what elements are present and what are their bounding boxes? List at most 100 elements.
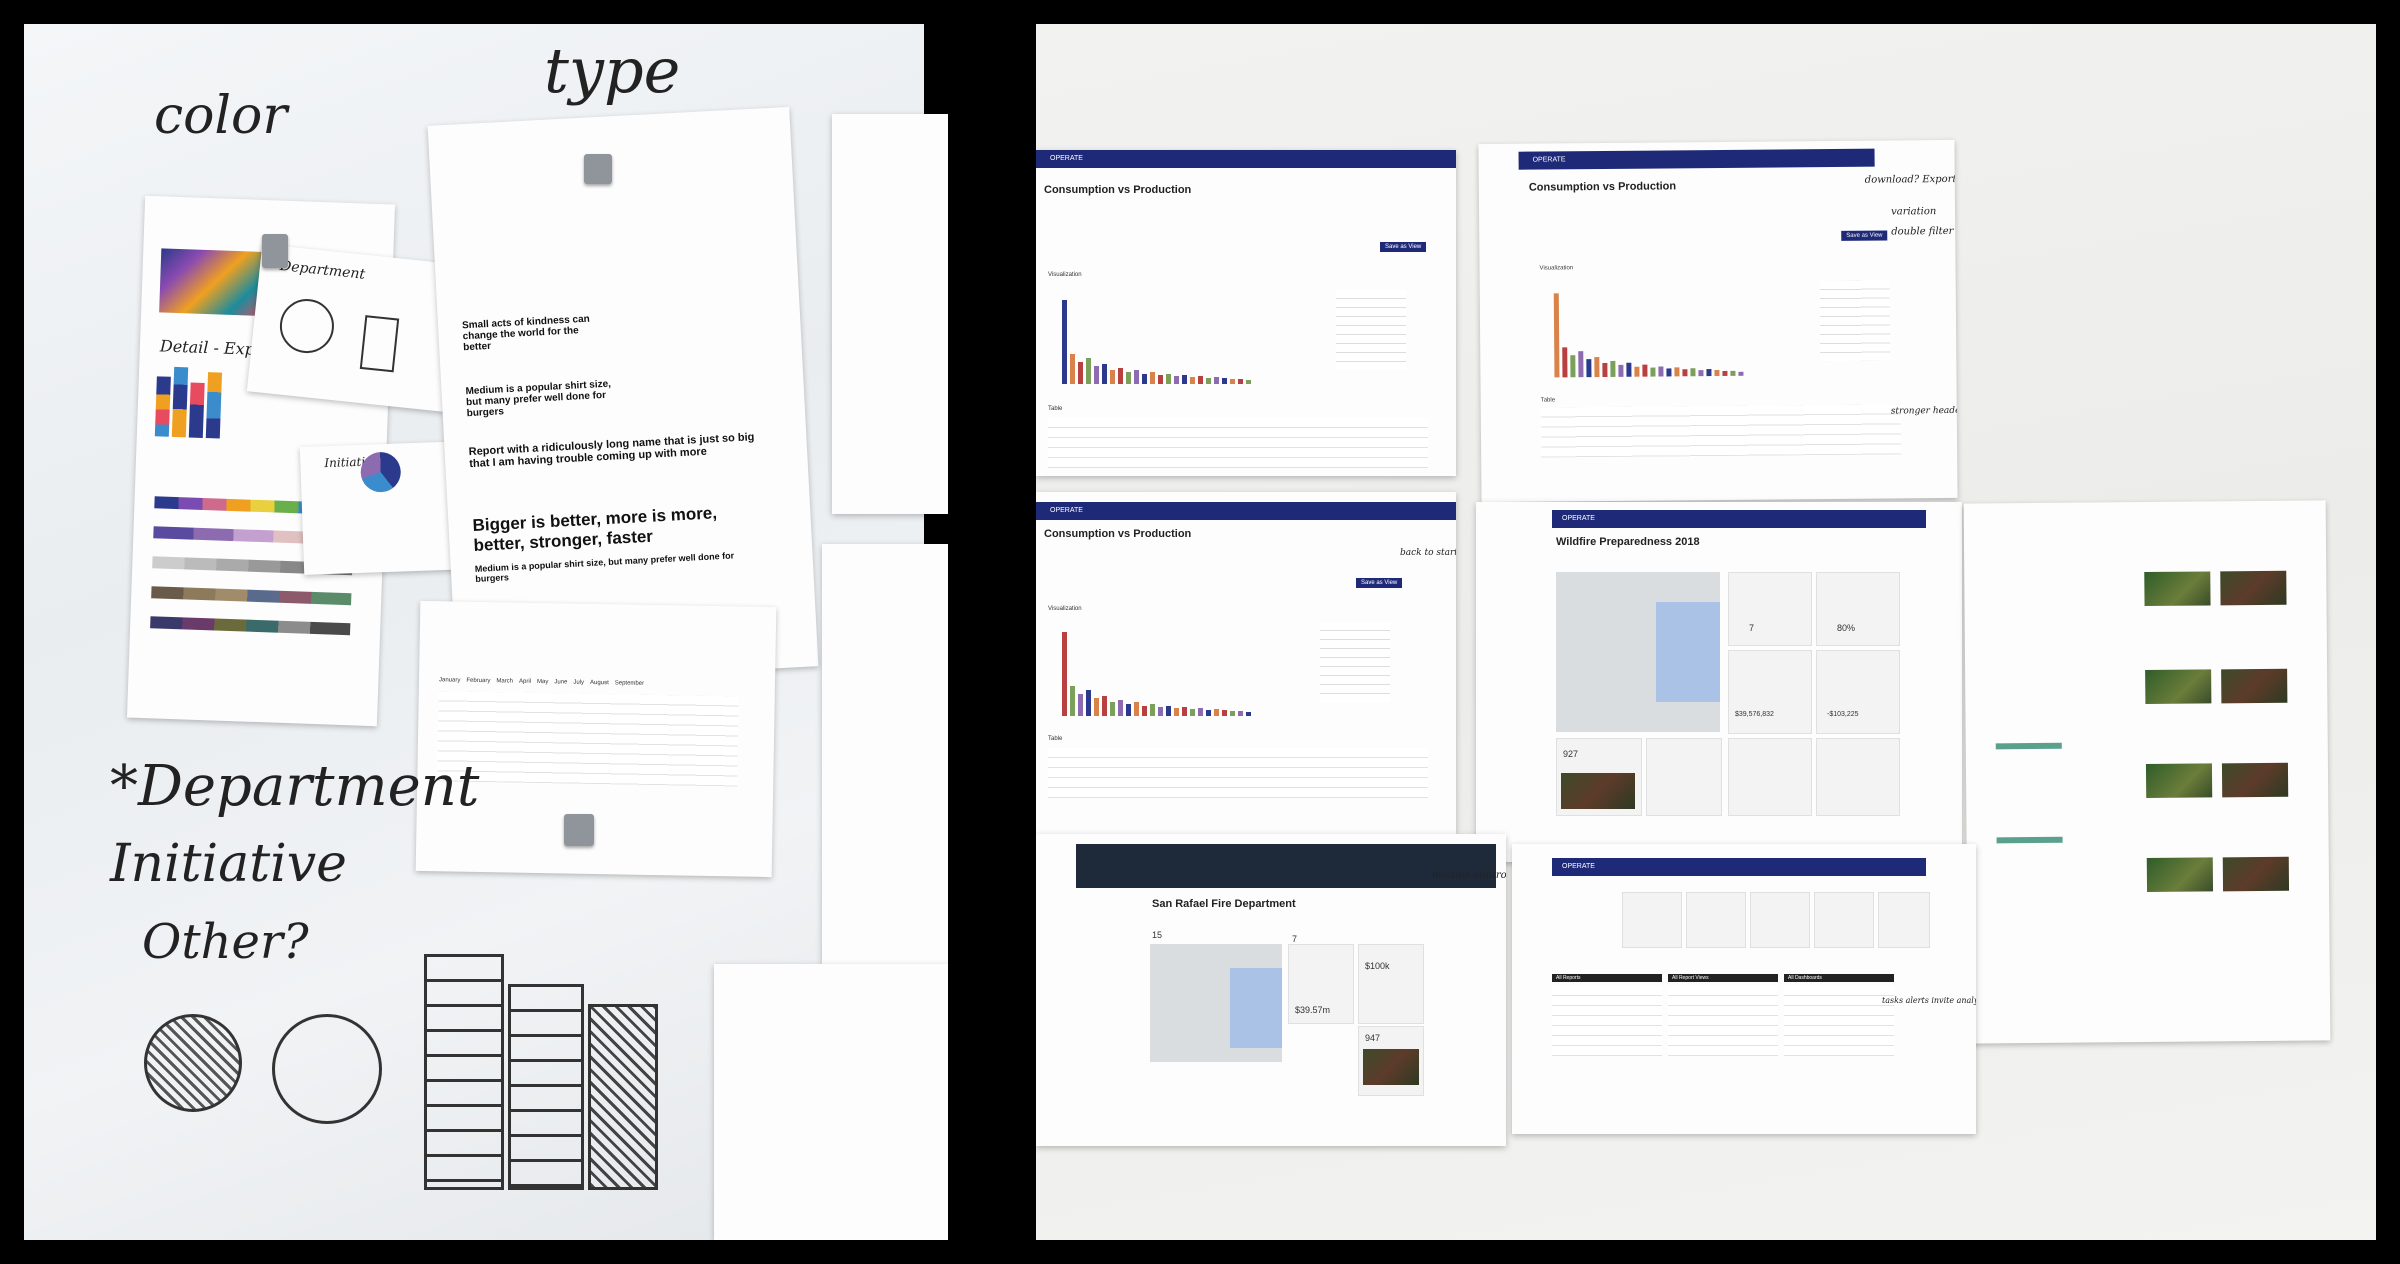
sheet4-tile-2: 80% <box>1816 572 1900 646</box>
sketch-box <box>359 315 400 373</box>
bar-mark <box>1142 374 1147 384</box>
sheet4-tile-7 <box>1728 738 1812 816</box>
bar-mark <box>1134 370 1139 384</box>
bar-mark <box>1230 711 1235 716</box>
bar-mark <box>1166 374 1171 384</box>
sheet4-tile-5: 927 <box>1556 738 1642 816</box>
bar-mark <box>1118 700 1123 716</box>
magnet-3 <box>564 814 594 846</box>
sheet7-col-b: All Report Views <box>1672 975 1709 981</box>
bar-mark <box>1690 368 1696 377</box>
table-col-7: July <box>573 679 585 686</box>
bar-mark <box>1738 371 1744 376</box>
sheet4-title: Wildfire Preparedness 2018 <box>1556 536 1700 548</box>
table-col-8: August <box>590 679 609 687</box>
grid-thumb-6 <box>2221 762 2289 798</box>
swatch-row-5 <box>150 616 351 636</box>
grid-thumb-4 <box>2221 668 2288 704</box>
bar-mark <box>1206 710 1211 716</box>
bar-mark <box>1682 369 1688 377</box>
bar-mark <box>1626 362 1632 377</box>
handwriting-tasks-alerts: tasks alerts invite analysis <box>1882 996 1976 1005</box>
table-col-3: March <box>496 678 514 685</box>
sketch-circle-filled <box>144 1014 242 1112</box>
sheet3-visualization-label: Visualization <box>1048 606 1082 612</box>
bar-mark <box>1174 708 1179 716</box>
sheet7-col-c-list <box>1784 986 1894 1056</box>
sketch-circle-outline <box>272 1014 382 1124</box>
sheet2-brand: OPERATE <box>1532 156 1566 164</box>
sheet7-col-a-head: All Reports <box>1552 974 1662 982</box>
handwriting-download-export: download? Export <box>1864 173 1957 186</box>
bar-mark <box>1618 364 1624 377</box>
table-header-row: January February March April May June Ju… <box>439 677 759 689</box>
sheet-wildfire: OPERATE Wildfire Preparedness 2018 7 80%… <box>1476 502 1962 862</box>
bar-mark <box>1698 370 1704 377</box>
sheet1-table-label: Table <box>1048 406 1063 412</box>
sheet7-card-4 <box>1814 892 1874 948</box>
type-heading-4: Bigger is better, more is more, better, … <box>472 503 718 556</box>
bar-mark <box>1166 706 1171 716</box>
sheet2-title: Consumption vs Production <box>1528 180 1677 194</box>
bar-mark <box>1230 379 1235 384</box>
sheet3-save-button[interactable]: Save as View <box>1356 578 1403 588</box>
bar-mark <box>1214 709 1219 716</box>
bar-mark <box>1674 367 1680 377</box>
data-table-sheet: January February March April May June Ju… <box>415 600 777 878</box>
sheet7-col-a: All Reports <box>1556 975 1581 981</box>
bar-mark <box>1650 367 1656 377</box>
bar-mark <box>1134 702 1139 716</box>
edge-sheet-3 <box>714 964 948 1240</box>
type-heading-2: Medium is a popular shirt size, but many… <box>465 378 612 420</box>
palette-artwork <box>159 248 272 317</box>
bar-mark <box>1110 370 1115 384</box>
handwriting-double-filter: double filter <box>1891 225 1954 238</box>
handwriting-department-top: Department <box>279 257 366 283</box>
department-sketch-note: Department <box>246 243 462 413</box>
bar-mark <box>1570 355 1576 378</box>
table-col-5: May <box>536 678 549 686</box>
bar-mark <box>1078 362 1083 384</box>
sheet1-save-button[interactable]: Save as View <box>1380 242 1427 252</box>
bar-mark <box>1118 368 1123 384</box>
glass-whiteboard: color type Detail - Explore Department <box>24 24 948 1240</box>
sheet2-save-button[interactable]: Save as View <box>1841 230 1888 241</box>
bar-mark <box>1086 690 1091 716</box>
sheet7-col-c-head: All Dashboards <box>1784 974 1894 982</box>
sheet6-tile-2: $100k <box>1358 944 1424 1024</box>
bar-mark <box>1070 686 1075 716</box>
table-col-6: June <box>554 679 568 686</box>
bar-mark <box>1190 377 1195 384</box>
sheet1-brand: OPERATE <box>1050 155 1083 162</box>
sketch-stack-2 <box>508 984 584 1190</box>
bar-mark <box>1198 376 1203 384</box>
handwriting-big-department: *Department <box>110 754 480 819</box>
sheet6-title: San Rafael Fire Department <box>1152 898 1296 910</box>
bar-mark <box>1658 366 1664 377</box>
sheet7-card-1 <box>1622 892 1682 948</box>
sheet1-navbar: OPERATE <box>1036 150 1456 168</box>
sheet6-fire-photo <box>1363 1049 1419 1085</box>
bar-mark <box>1642 364 1648 377</box>
sheet6-map <box>1150 944 1282 1062</box>
sheet7-card-2 <box>1686 892 1746 948</box>
bar-mark <box>1222 378 1227 384</box>
grid-thumb-7 <box>2146 857 2214 893</box>
sheet2-navbar: OPERATE <box>1518 148 1875 170</box>
bar-mark <box>1594 357 1600 378</box>
grid-thumb-5 <box>2145 763 2213 799</box>
sheet7-col-b-list <box>1668 986 1778 1056</box>
bar-mark <box>1562 347 1568 378</box>
sheet2-visualization-label: Visualization <box>1539 265 1574 272</box>
sheet1-table <box>1048 418 1428 468</box>
sheet6-header-band <box>1076 844 1496 888</box>
bar-mark <box>1142 706 1147 716</box>
handwriting-big-initiative: Initiative <box>110 834 347 894</box>
grid-thumb-3 <box>2145 669 2212 705</box>
sheet4-metric-b: -$103,225 <box>1827 711 1859 718</box>
table-col-2: February <box>466 677 491 685</box>
sketch-stack-1 <box>424 954 504 1190</box>
sheet2-table <box>1540 404 1902 458</box>
bar-mark <box>1102 696 1107 716</box>
sheet6-map-water <box>1230 968 1282 1048</box>
